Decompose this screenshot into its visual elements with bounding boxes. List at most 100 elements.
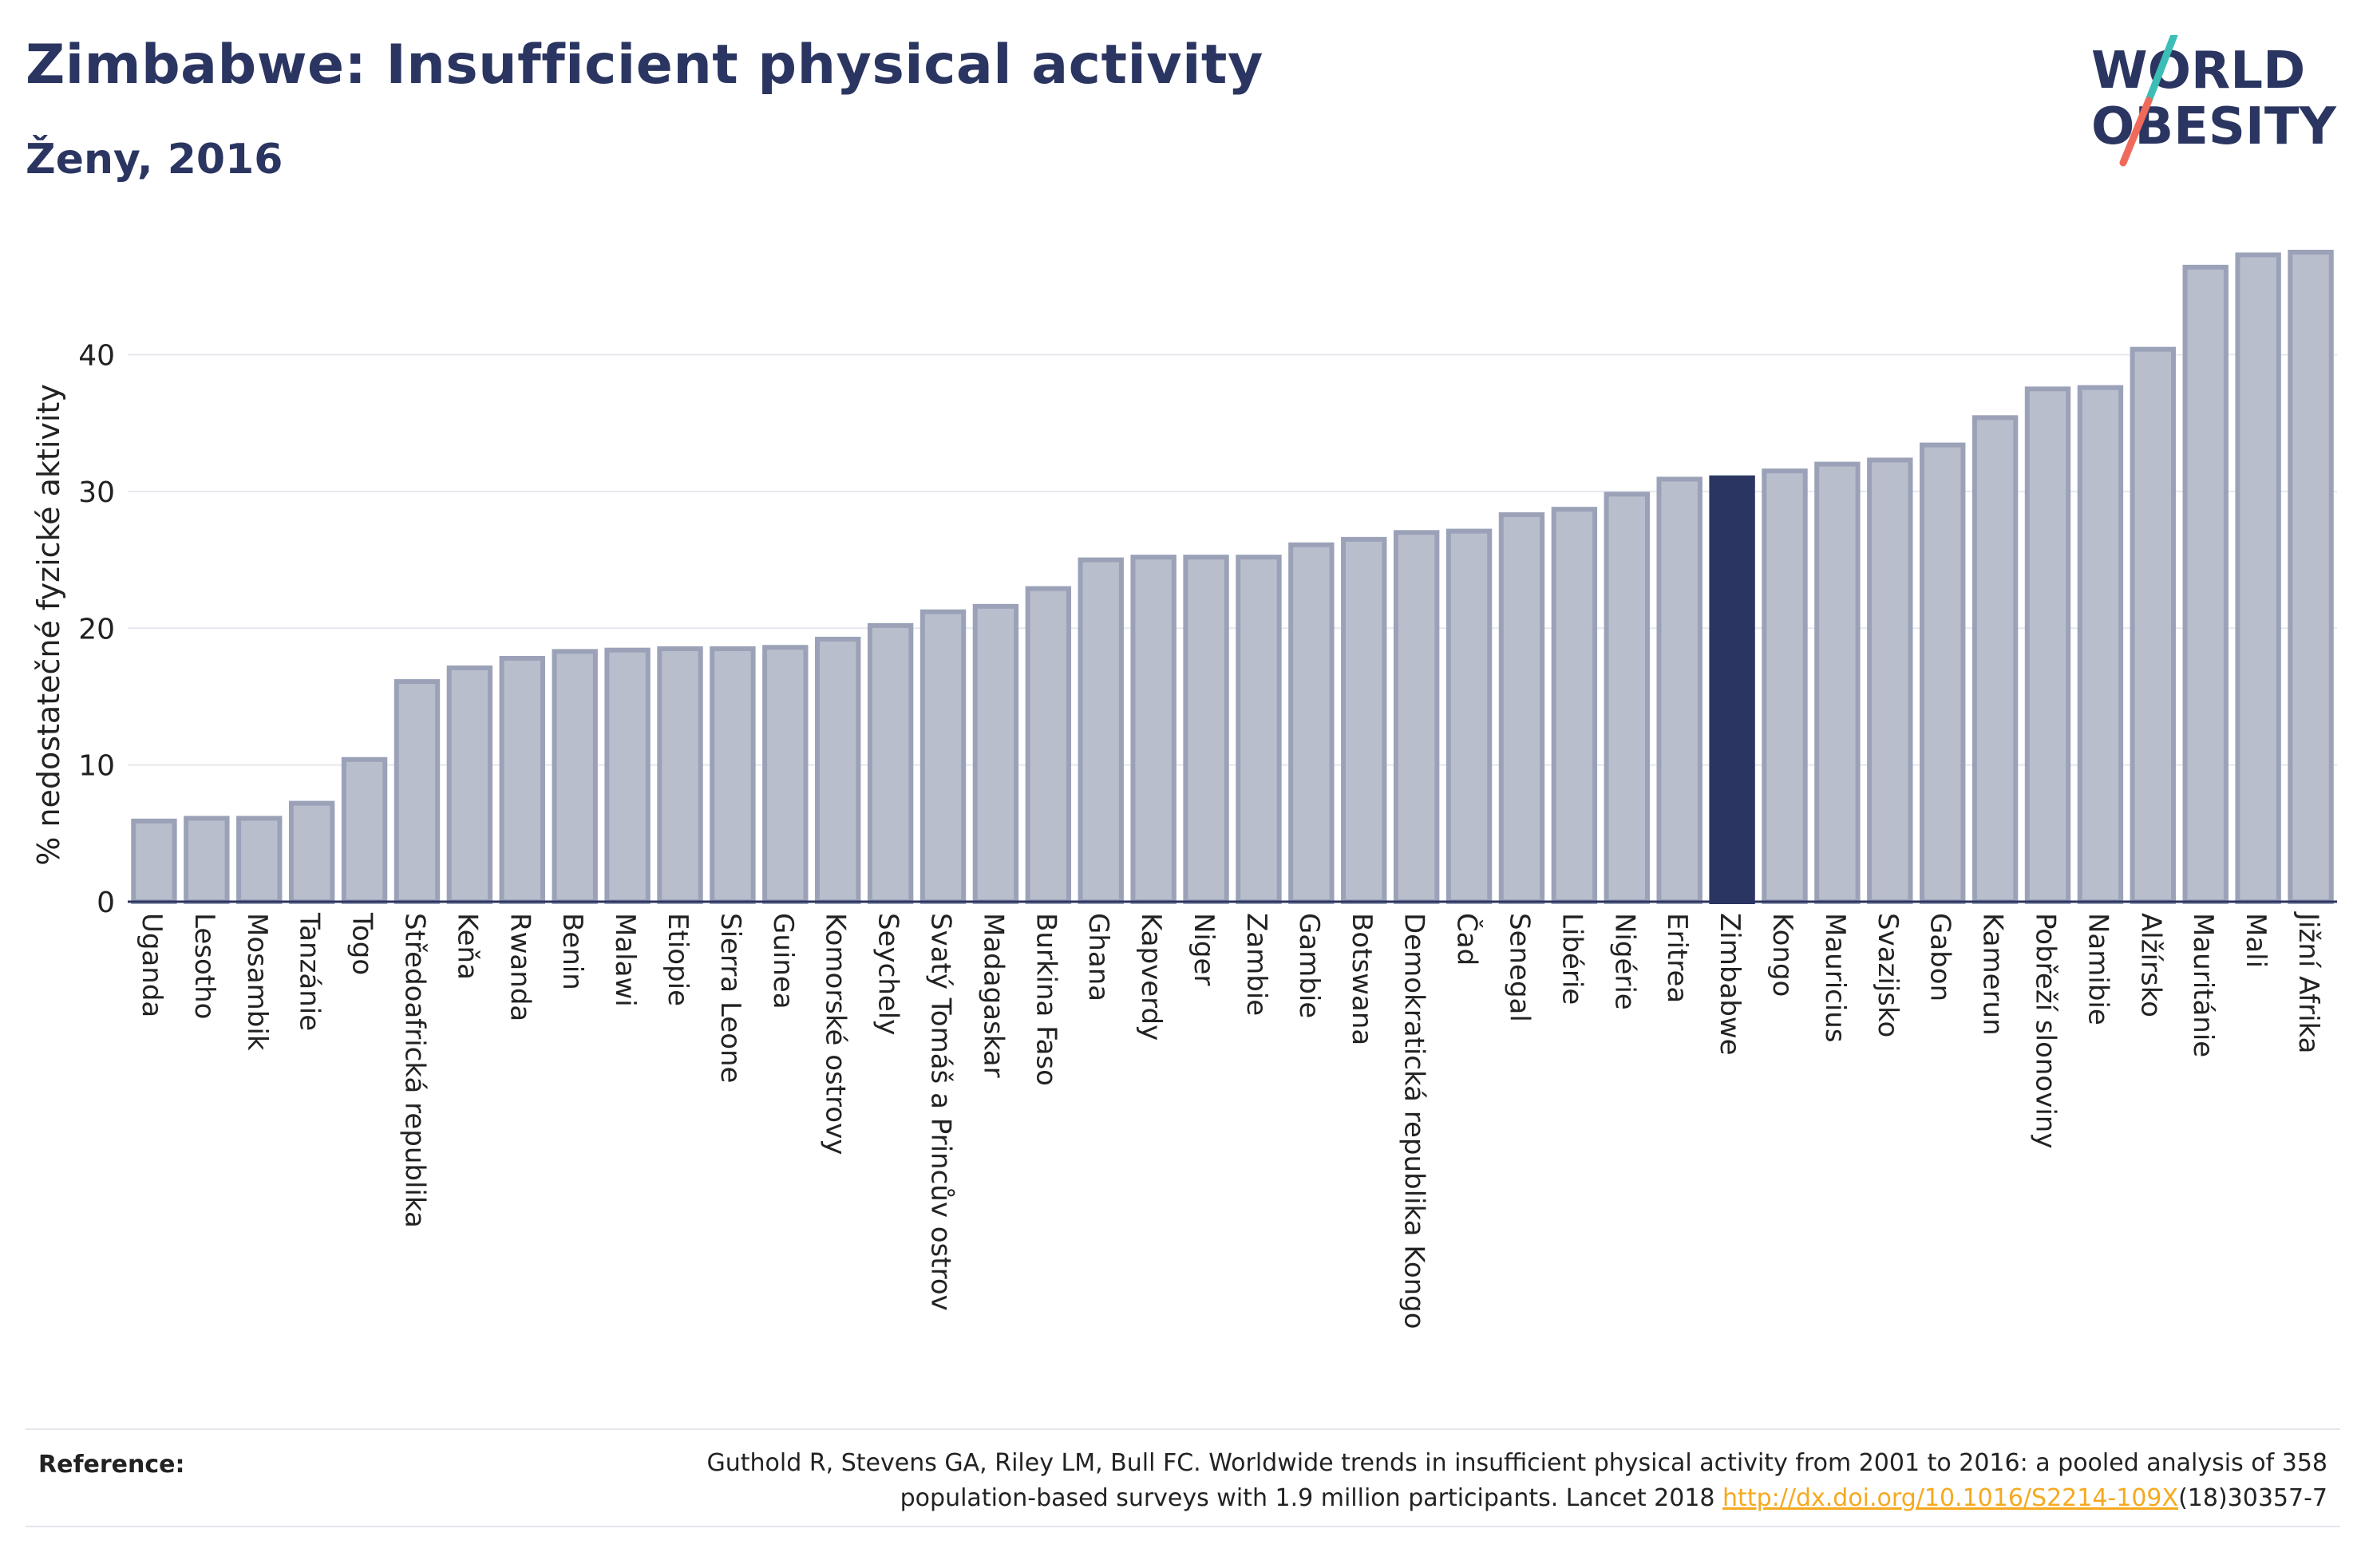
x-tick-label: Kamerun: [1977, 913, 2009, 1036]
x-tick-label: Středoafrická republika: [398, 913, 430, 1228]
bar-9: [604, 647, 651, 905]
x-tick-label: Burkina Faso: [1030, 913, 1062, 1086]
x-tick-label: Libérie: [1556, 913, 1588, 1005]
x-tick-label: Kapverdy: [1135, 913, 1167, 1041]
bar-13: [815, 636, 861, 905]
bar-0: [131, 818, 177, 904]
x-tick-label: Uganda: [136, 913, 168, 1017]
bar-2: [236, 816, 283, 904]
y-tick-label: 40: [78, 340, 115, 373]
x-tick-label: Ghana: [1082, 913, 1114, 1001]
x-tick-label: Senegal: [1503, 913, 1535, 1022]
page-title: Zimbabwe: Insufficient physical activity: [26, 34, 1264, 97]
y-tick-label: 10: [78, 750, 115, 783]
bar-38: [2130, 346, 2177, 904]
bar-7: [499, 655, 545, 905]
bar-34: [1920, 442, 1966, 904]
x-tick-label: Sierra Leone: [714, 913, 746, 1083]
x-tick-label: Demokratická republika Kongo: [1398, 913, 1430, 1329]
x-tick-label: Madagaskar: [977, 913, 1009, 1078]
x-tick-label: Lesotho: [188, 913, 220, 1019]
x-tick-label: Tanzánie: [294, 912, 326, 1031]
bar-27: [1551, 507, 1598, 904]
bar-12: [762, 645, 809, 905]
bar-23: [1341, 536, 1387, 904]
x-tick-label: Namibie: [2082, 913, 2114, 1025]
bar-18: [1078, 557, 1124, 904]
x-tick-label: Gabon: [1924, 913, 1956, 1001]
bar-4: [341, 756, 388, 905]
bar-25: [1445, 528, 1493, 904]
reference-line-1: Guthold R, Stevens GA, Riley LM, Bull FC…: [706, 1449, 2327, 1477]
bar-6: [446, 665, 493, 905]
x-tick-label: Mauricius: [1819, 913, 1851, 1043]
x-tick-label: Nigérie: [1608, 913, 1640, 1010]
y-tick-label: 20: [78, 613, 115, 646]
bars: [131, 250, 2334, 905]
bar-28: [1604, 492, 1650, 904]
bar-8: [552, 649, 598, 905]
bar-26: [1498, 512, 1545, 904]
bar-5: [394, 679, 441, 905]
x-tick-label: Guinea: [767, 913, 799, 1009]
bar-3: [288, 800, 335, 905]
x-tick-label: Svatý Tomáš a Princův ostrov: [925, 913, 957, 1311]
world-obesity-logo: WORLD OBESITY: [2091, 35, 2336, 167]
logo-slash-coral: [2119, 97, 2153, 167]
x-tick-label: Čad: [1451, 913, 1484, 966]
x-tick-label: Alžírsko: [2134, 913, 2166, 1017]
x-tick-label: Mauritánie: [2187, 913, 2219, 1057]
bar-36: [2024, 386, 2071, 904]
x-tick-label: Togo: [346, 912, 378, 975]
x-tick-label: Komorské ostrovy: [820, 913, 852, 1155]
reference-label: Reference:: [38, 1451, 185, 1479]
logo-slash-teal: [2145, 35, 2178, 105]
footer-divider-top: [26, 1428, 2340, 1430]
x-tick-label: Svazijsko: [1872, 913, 1904, 1037]
grid-lines: [128, 353, 2337, 766]
footer-divider-bottom: [26, 1526, 2340, 1527]
x-axis-labels: Uganda Lesotho Mosambik Tanzánie Togo Středoa…: [136, 911, 2324, 1329]
x-tick-label: Malawi: [609, 913, 641, 1007]
logo-word-world: WORLD: [2091, 41, 2305, 101]
bar-16: [972, 603, 1019, 905]
bar-22: [1288, 542, 1335, 904]
x-tick-label: Botswana: [1346, 913, 1378, 1045]
bar-15: [919, 609, 967, 905]
x-tick-label: Jižní Afrika: [2292, 911, 2324, 1054]
x-tick-label: Etiopie: [662, 913, 694, 1006]
bar-39: [2182, 264, 2229, 904]
reference-line-2-end: (18)30357-7: [2178, 1484, 2327, 1512]
x-tick-label: Zimbabwe: [1714, 913, 1746, 1056]
x-tick-label: Seychely: [872, 913, 904, 1035]
bar-31: [1762, 468, 1808, 904]
x-tick-label: Mosambik: [241, 913, 273, 1051]
bar-chart: 0 10 20 30 40 Uganda Lesotho Mosambik Tanzánie T…: [31, 250, 2337, 1329]
x-tick-label: Mali: [2240, 913, 2272, 968]
x-tick-label: Kongo: [1766, 913, 1798, 997]
reference-line-2-start: population-based surveys with 1.9 millio…: [900, 1484, 1723, 1512]
bar-19: [1130, 555, 1177, 904]
reference-text: Guthold R, Stevens GA, Riley LM, Bull FC…: [492, 1446, 2327, 1516]
bar-33: [1867, 457, 1913, 904]
y-axis-ticks: 0 10 20 30 40: [78, 340, 115, 919]
x-tick-label: Pobřeží slonoviny: [2030, 913, 2062, 1148]
x-tick-label: Niger: [1188, 913, 1220, 985]
y-tick-label: 30: [78, 476, 115, 509]
reference-doi-link[interactable]: http://dx.doi.org/10.1016/S2214-109X: [1722, 1484, 2179, 1512]
bar-24: [1393, 530, 1440, 904]
bar-41: [2288, 250, 2334, 904]
y-axis-title: % nedostatečné fyzické aktivity: [31, 384, 66, 866]
bar-1: [184, 816, 230, 904]
bar-30: [1709, 475, 1755, 904]
x-tick-label: Benin: [556, 913, 588, 990]
bar-14: [867, 622, 914, 905]
bar-29: [1656, 476, 1703, 904]
page-subtitle: Ženy, 2016: [26, 136, 283, 184]
x-tick-label: Keňa: [451, 913, 483, 980]
x-tick-label: Rwanda: [504, 913, 536, 1021]
bar-35: [1971, 415, 2019, 904]
x-tick-label: Zambie: [1240, 913, 1272, 1016]
x-tick-label: Gambie: [1293, 913, 1325, 1018]
bar-10: [657, 646, 703, 905]
